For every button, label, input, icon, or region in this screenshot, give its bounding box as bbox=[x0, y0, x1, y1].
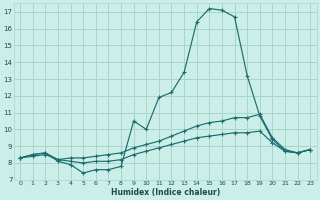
X-axis label: Humidex (Indice chaleur): Humidex (Indice chaleur) bbox=[111, 188, 220, 197]
